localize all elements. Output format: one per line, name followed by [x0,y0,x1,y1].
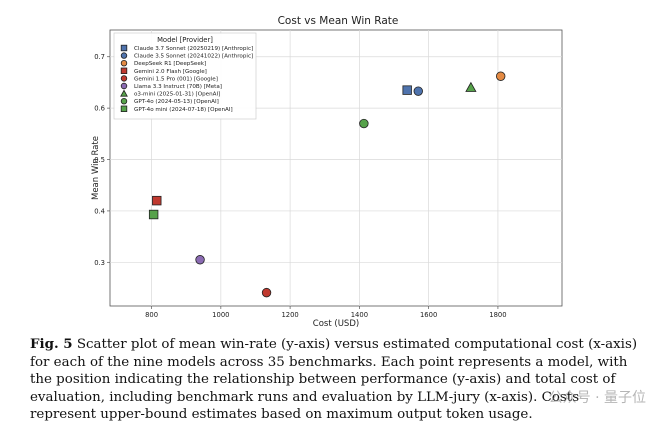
y-tick-label: 0.3 [94,259,105,267]
legend-entry-label: Claude 3.7 Sonnet (20250219) [Anthropic] [134,46,253,52]
y-tick-label: 0.4 [94,207,105,215]
caption-label: Fig. 5 [30,336,73,352]
legend-marker [120,105,128,112]
x-axis-ticks: 800 1000 1200 1400 1600 1800 [145,306,507,319]
y-tick-label: 0.7 [94,53,105,61]
data-point [261,287,272,298]
legend-marker [120,75,128,82]
legend-entry-label: Gemini 2.0 Flash [Google] [134,69,207,75]
legend-marker [120,60,128,67]
legend-marker [120,97,128,105]
legend-marker [120,67,128,74]
legend-entry-label: Gemini 1.5 Pro (001) [Google] [134,76,218,82]
legend: Model [Provider] Claude 3.7 Sonnet (2025… [113,32,257,120]
x-tick-label: 1800 [489,311,506,319]
data-point [402,85,412,95]
x-tick-label: 1400 [351,311,368,319]
data-point [195,255,205,265]
legend-entry-label: o3-mini (2025-01-31) [OpenAI] [134,92,220,98]
caption-text: Scatter plot of mean win-rate (y-axis) v… [30,337,638,422]
x-tick-label: 1200 [281,311,298,319]
data-point [359,118,369,129]
legend-marker [120,52,128,59]
y-tick-label: 0.6 [94,105,105,113]
data-point [152,195,162,206]
legend-marker [120,82,128,90]
legend-entry-label: Llama 3.3 Instruct (70B) [Meta] [134,84,222,90]
data-point [413,86,423,96]
legend-box [113,32,257,120]
y-axis-ticks: 0.3 0.4 0.5 0.6 0.7 [94,53,110,267]
legend-entry-label: GPT-4o mini (2024-07-18) [OpenAI] [134,107,233,113]
x-axis-label: Cost (USD) [313,319,359,329]
legend-entry-label: Claude 3.5 Sonnet (20241022) [Anthropic] [134,54,253,60]
scatter-chart: Cost vs Mean Win Rate 800 1000 1200 1400 160… [91,15,563,329]
legend-marker [120,44,128,52]
y-axis-label: Mean Win Rate [91,136,101,200]
legend-title: Model [Provider] [157,36,213,44]
legend-entry-label: GPT-4o (2024-05-13) [OpenAI] [134,99,219,105]
legend-marker [120,89,128,97]
x-tick-label: 1000 [212,311,229,319]
data-point [465,81,477,92]
figure-caption: Fig. 5 Scatter plot of mean win-rate (y-… [30,336,640,424]
watermark: 公众号 · 量子位 [548,390,646,406]
legend-entry-label: DeepSeek R1 [DeepSeek] [134,61,206,67]
y-tick-label: 0.5 [94,156,105,164]
data-point [495,71,506,81]
x-tick-label: 1600 [420,311,437,319]
data-point [148,209,159,220]
data-points [148,71,506,298]
chart-title: Cost vs Mean Win Rate [278,15,399,27]
x-tick-label: 800 [145,311,158,319]
